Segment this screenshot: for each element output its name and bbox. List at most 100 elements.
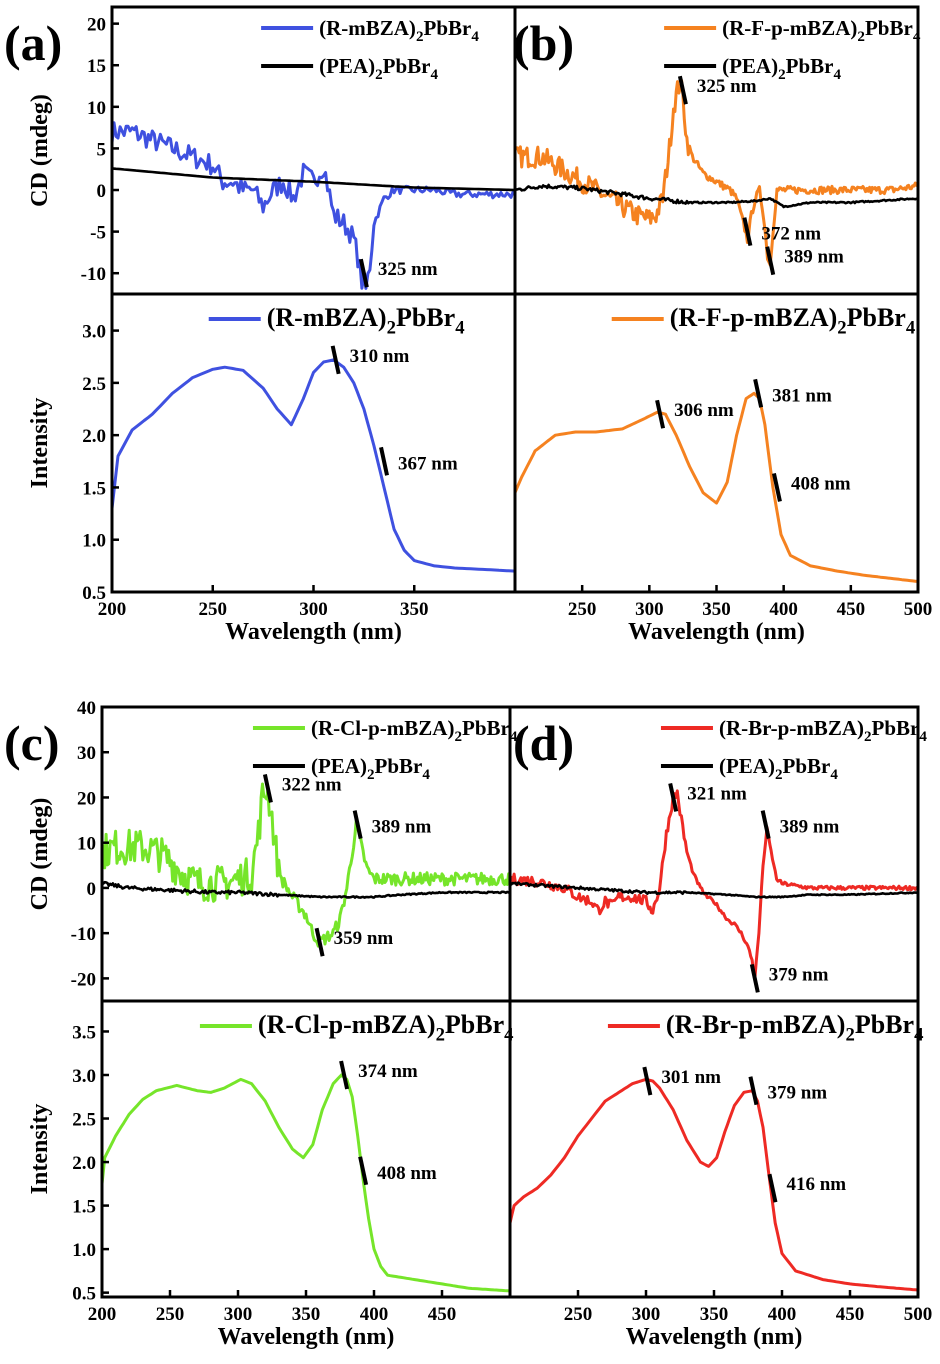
y-tick-label: 20 [87, 15, 106, 36]
y-axis-label: CD (mdeg) [27, 94, 53, 207]
y-tick-label: 10 [77, 834, 96, 855]
x-tick-label: 250 [564, 1304, 593, 1325]
annotation-label: 310 nm [350, 346, 410, 367]
x-axis-label: Wavelength (nm) [225, 619, 402, 645]
x-tick-label: 500 [904, 1304, 933, 1325]
y-axis-label: Intensity [27, 398, 53, 489]
annotation-label: 374 nm [358, 1061, 418, 1082]
series-line-1 [102, 880, 510, 899]
y-tick-label: 2.0 [72, 1153, 96, 1174]
y-tick-label: 0 [87, 879, 97, 900]
annotation-marker [668, 783, 679, 812]
legend-label: (PEA)2PbBr4 [319, 54, 438, 83]
annotation-label: 367 nm [398, 453, 458, 474]
series-line-1 [112, 167, 515, 192]
x-tick-label: 250 [568, 599, 597, 620]
annotation-marker [760, 810, 771, 840]
series-line-0 [112, 358, 515, 573]
series-line-0 [515, 79, 918, 267]
annotation-marker [742, 217, 753, 247]
y-tick-label: 3.5 [72, 1022, 96, 1043]
x-tick-label: 300 [299, 599, 328, 620]
plot-frame [110, 292, 517, 594]
panel-0: (a) 20 15 10 5 0 -5 -10 CD (mdeg) (R-mBZA)2PbBr4 (… [4, 5, 517, 645]
panel-label: (c) [4, 715, 60, 771]
y-tick-label: 1.0 [82, 531, 106, 552]
y-tick-label: 1.0 [72, 1240, 96, 1261]
series-line-0 [510, 789, 918, 981]
plot-frame [513, 292, 920, 594]
annotation-label: 322 nm [282, 774, 342, 795]
annotation-marker [358, 258, 369, 288]
x-tick-label: 400 [360, 1304, 389, 1325]
legend-label: (PEA)2PbBr4 [719, 754, 838, 783]
legend-label: (R-Br-p-mBZA)2PbBr4 [719, 716, 927, 745]
y-tick-label: 15 [87, 56, 106, 77]
y-tick-label: 5 [97, 139, 107, 160]
annotation-label: 389 nm [784, 247, 844, 268]
y-tick-label: 1.5 [82, 478, 106, 499]
annotation-marker [771, 473, 782, 502]
annotation-marker [642, 1066, 653, 1096]
annotation-label: 301 nm [661, 1067, 721, 1088]
x-axis-label: Wavelength (nm) [628, 619, 805, 645]
annotation-label: 321 nm [687, 783, 747, 804]
x-axis-label: Wavelength (nm) [218, 1324, 395, 1350]
annotation-marker [339, 1060, 350, 1090]
y-tick-label: 30 [77, 743, 96, 764]
annotation-label: 379 nm [769, 964, 829, 985]
y-tick-label: 10 [87, 98, 106, 119]
y-tick-label: 3.0 [72, 1066, 96, 1087]
annotation-marker [352, 810, 363, 840]
x-tick-label: 450 [837, 599, 866, 620]
x-tick-label: 200 [88, 1304, 117, 1325]
y-tick-label: -10 [81, 264, 106, 285]
y-tick-label: 20 [77, 788, 96, 809]
legend-label: (PEA)2PbBr4 [722, 54, 841, 83]
legend-label: (R-mBZA)2PbBr4 [319, 16, 479, 45]
panel-2: (c) 40 30 20 10 0 -10 -20 CD (mdeg) (R-Cl-p-mBZA)… [4, 698, 518, 1350]
annotation-marker [748, 1076, 759, 1106]
cd-subplot: 20 15 10 5 0 -5 -10 CD (mdeg) (R-mBZA)2PbBr4 (PEA… [27, 5, 517, 296]
annotation-label: 325 nm [378, 259, 438, 280]
legend-label: (R-mBZA)2PbBr4 [267, 303, 465, 338]
annotation-marker [379, 446, 389, 476]
legend-label: (R-Cl-p-mBZA)2PbBr4 [311, 716, 518, 745]
legend-label: (R-F-p-mBZA)2PbBr4 [670, 303, 915, 338]
series-line-1 [515, 183, 918, 209]
y-tick-label: -20 [71, 969, 96, 990]
annotation-marker [314, 927, 325, 957]
y-tick-label: 3.0 [82, 322, 106, 343]
plot-frame [513, 5, 920, 296]
x-tick-label: 500 [904, 599, 933, 620]
x-tick-label: 350 [700, 1304, 729, 1325]
y-tick-label: 0 [97, 181, 107, 202]
panel-label: (a) [4, 15, 62, 71]
x-tick-label: 300 [635, 599, 664, 620]
annotation-marker [330, 345, 341, 375]
y-tick-label: -5 [90, 223, 106, 244]
x-tick-label: 300 [632, 1304, 661, 1325]
x-tick-label: 250 [199, 599, 228, 620]
x-axis-label: Wavelength (nm) [626, 1324, 803, 1350]
series-line-0 [112, 121, 515, 290]
x-tick-label: 400 [768, 1304, 797, 1325]
y-axis-label: CD (mdeg) [27, 798, 53, 911]
y-tick-label: 40 [77, 698, 96, 719]
y-tick-label: 1.5 [72, 1197, 96, 1218]
annotation-label: 408 nm [791, 473, 851, 494]
pl-subplot: 250 300 350 400 450 500 Wavelength (nm) (R-F-p-… [513, 292, 933, 645]
cd-subplot: 40 30 20 10 0 -10 -20 CD (mdeg) (R-Cl-p-mBZA)2Pb… [27, 698, 518, 1003]
panel-label: (d) [513, 715, 574, 771]
x-tick-label: 450 [836, 1304, 865, 1325]
annotation-label: 381 nm [772, 385, 832, 406]
x-tick-label: 350 [292, 1304, 321, 1325]
series-line-0 [102, 782, 510, 948]
x-tick-label: 350 [400, 599, 429, 620]
plot-frame [100, 705, 512, 1003]
legend-label: (PEA)2PbBr4 [311, 754, 430, 783]
y-tick-label: 2.5 [82, 374, 106, 395]
